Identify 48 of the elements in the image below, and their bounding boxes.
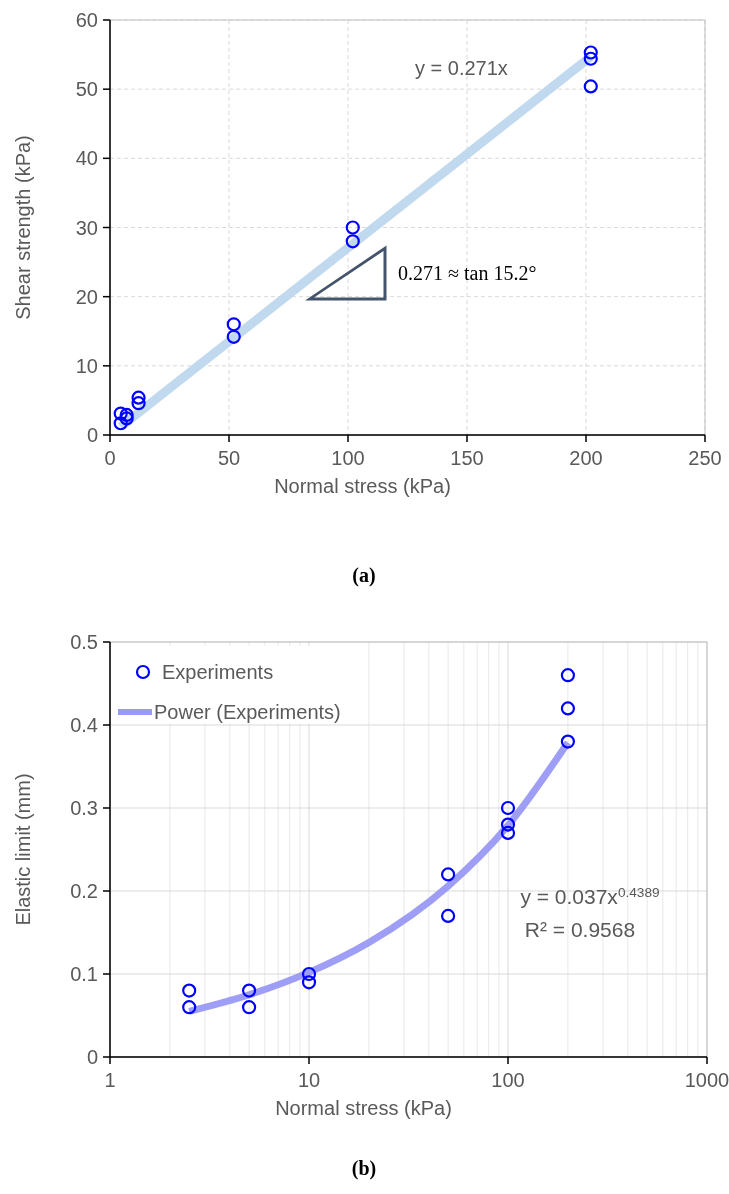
annotation: 0.271 ≈ tan 15.2° (398, 262, 537, 284)
y-tick-label: 0.3 (70, 797, 98, 819)
y-tick-label: 0.1 (70, 963, 98, 985)
y-tick-label: 0.2 (70, 880, 98, 902)
y-tick-label: 30 (75, 216, 98, 239)
x-tick-label: 0 (104, 447, 116, 469)
y-tick-label: 60 (75, 9, 98, 31)
point (583, 79, 598, 94)
y-tick-label: 40 (75, 147, 98, 170)
x-tick-label: 100 (491, 1069, 525, 1091)
annotation: R² = 0.9568 (524, 918, 636, 941)
x-axis-title: Normal stress (kPa) (274, 475, 451, 497)
point (113, 406, 128, 421)
point (583, 45, 598, 60)
point (226, 317, 241, 332)
y-axis-title: Shear strength (kPa) (12, 135, 34, 320)
y-tick-label: 0 (86, 424, 98, 446)
y-tick-label: 0.4 (70, 714, 98, 736)
x-tick-label: 50 (217, 447, 241, 469)
legend-label: Experiments (162, 661, 274, 683)
x-tick-label: 1000 (684, 1069, 729, 1091)
legend-label: Power (Experiments) (154, 701, 341, 723)
y-tick-label: 0.5 (70, 631, 98, 653)
x-tick-label: 100 (331, 447, 365, 469)
point (345, 220, 360, 235)
y-tick-label: 10 (75, 354, 98, 377)
text: (b) (351, 1157, 377, 1180)
point (113, 416, 128, 431)
point (131, 396, 146, 411)
annotation: y = 0.037x$^{0.4389}$ (520, 884, 660, 908)
x-tick-label: 250 (688, 447, 722, 469)
point (119, 411, 134, 426)
x-tick-label: 1 (104, 1069, 116, 1091)
y-axis-title: Elastic limit (mm) (12, 773, 34, 926)
x-tick-label: 200 (569, 447, 603, 469)
y-tick-label: 20 (75, 285, 98, 308)
x-axis-title: Normal stress (kPa) (275, 1097, 452, 1119)
y-tick-label: 50 (75, 78, 98, 101)
point (345, 234, 360, 249)
point (119, 407, 134, 423)
point (583, 51, 598, 66)
point (131, 390, 146, 405)
y-tick-label: 0 (86, 1046, 98, 1068)
x-tick-label: 150 (450, 447, 484, 469)
annotation: y = 0.271x (415, 57, 508, 79)
text: (a) (352, 564, 376, 587)
x-tick-label: 10 (297, 1069, 321, 1091)
point (226, 329, 241, 344)
